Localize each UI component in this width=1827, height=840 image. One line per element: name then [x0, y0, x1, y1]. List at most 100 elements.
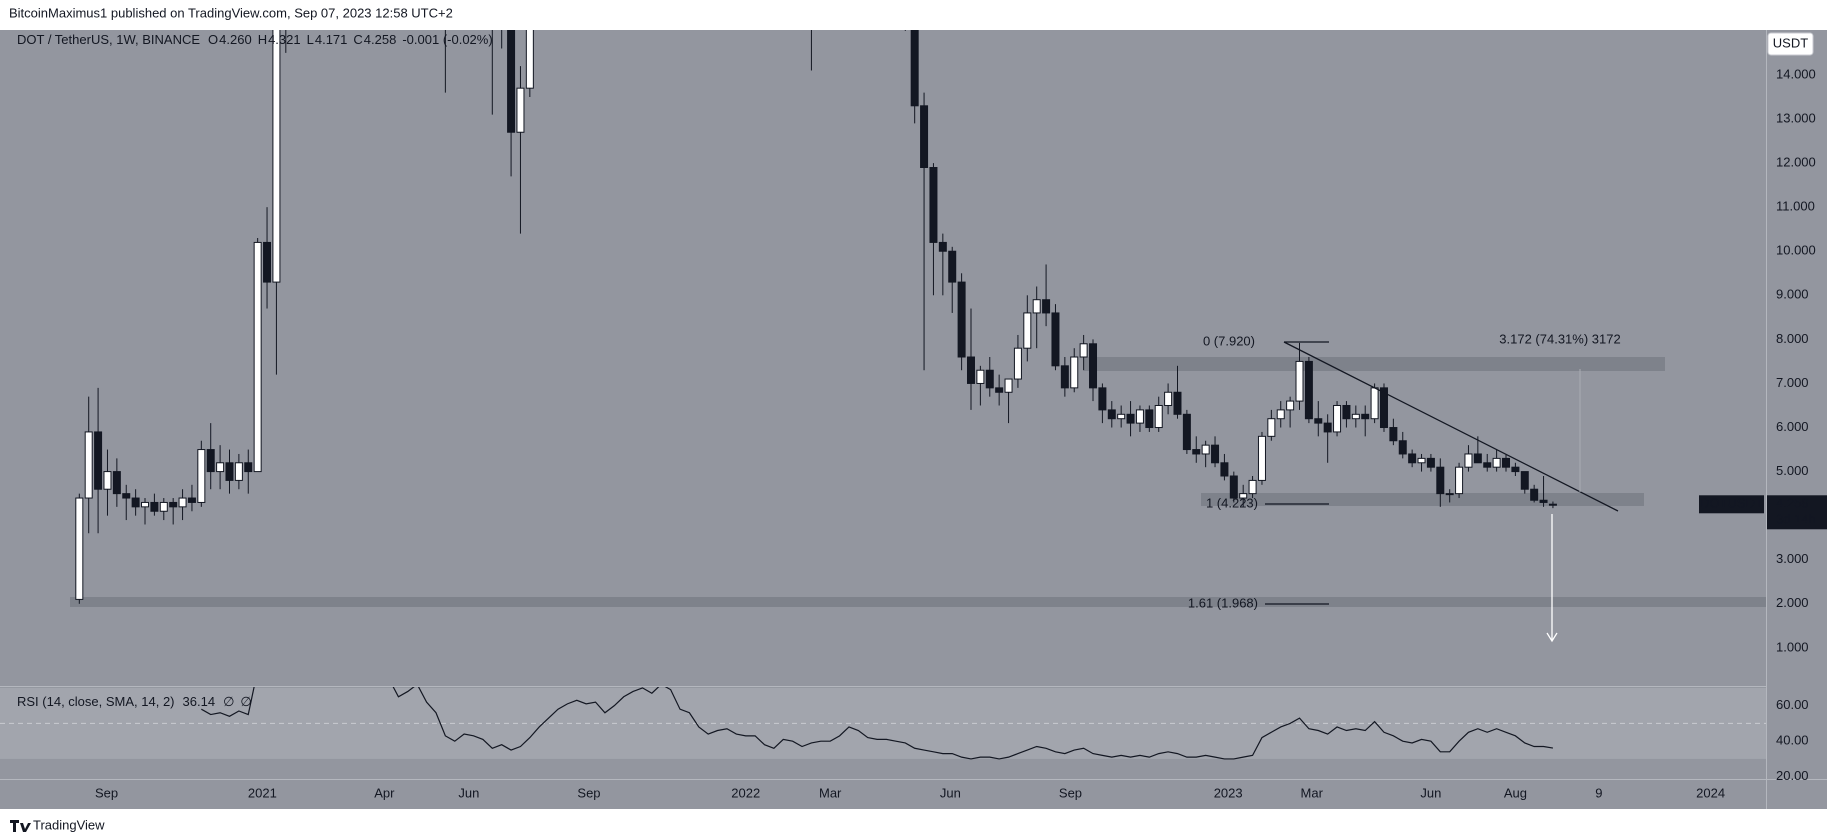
candle-body — [1164, 391, 1173, 406]
y-tick-label: 10.000 — [1776, 243, 1816, 258]
candle-body — [159, 501, 168, 512]
candle-body — [525, 30, 534, 89]
x-tick-label: Jun — [940, 785, 961, 800]
y-tick-label: 5.000 — [1776, 463, 1809, 478]
candle-body — [1436, 466, 1445, 495]
x-tick-label: 2022 — [731, 785, 760, 800]
candle-body — [1370, 387, 1379, 420]
candle-body — [1211, 444, 1220, 464]
candle-body — [1079, 343, 1088, 358]
candle-body — [966, 356, 975, 384]
candle-body — [985, 369, 994, 389]
footer-logo — [10, 820, 31, 832]
currency-button[interactable] — [1767, 32, 1814, 56]
candle-body — [929, 167, 938, 243]
y-tick-label: 2.000 — [1776, 595, 1809, 610]
y-tick-label: 12.000 — [1776, 155, 1816, 170]
measure-label: 3.172 (74.31%) 3172 — [1499, 331, 1620, 346]
header: BitcoinMaximus1 published on TradingView… — [9, 5, 453, 20]
last-price-label: 4.258 — [1776, 496, 1809, 511]
candle-body — [1445, 493, 1454, 496]
x-tick-label: Jun — [1420, 785, 1441, 800]
candle-body — [1426, 457, 1435, 468]
candle-body — [1323, 422, 1332, 433]
y-tick-label: 7.000 — [1776, 375, 1809, 390]
y-tick-label: 6.000 — [1776, 419, 1809, 434]
candle-body — [507, 30, 516, 133]
x-tick-label: 9 — [1595, 785, 1602, 800]
candle-body — [1192, 449, 1201, 455]
legend-change: -0.001 (-0.02%) — [402, 32, 492, 47]
candle-body — [234, 462, 243, 481]
candle-body — [1361, 413, 1370, 420]
candle-body — [1004, 378, 1013, 393]
rsi-value: 36.14 — [183, 694, 216, 709]
candle-body — [263, 241, 272, 283]
fib-label: 0 (7.920) — [1203, 333, 1255, 348]
annotations: 0 (7.920) 1 (4.223) 1.61 (1.968) 3.172 (… — [1188, 331, 1621, 643]
candle-body — [1089, 343, 1098, 389]
y-tick-label: 8.000 — [1776, 331, 1809, 346]
target-arrow-head — [1546, 632, 1558, 643]
candle-body — [1548, 503, 1557, 506]
target-zone — [70, 597, 1766, 607]
candle-body — [1126, 413, 1135, 424]
currency-label[interactable]: USDT — [1773, 35, 1808, 50]
candle-body — [910, 30, 919, 107]
candle-body — [1511, 466, 1520, 473]
x-tick-label: Sep — [577, 785, 600, 800]
x-tick-label: Aug — [1504, 785, 1527, 800]
legend-high-label: H — [258, 32, 267, 47]
candle-body — [1492, 457, 1501, 468]
candle-body — [938, 241, 947, 252]
candle-body — [131, 497, 140, 508]
candle-body — [150, 501, 159, 512]
chart-background — [0, 30, 1827, 779]
candle-body — [516, 87, 525, 133]
last-price-symbol-box — [1699, 495, 1764, 514]
candle-body — [1464, 453, 1473, 468]
candle-body — [920, 105, 929, 169]
rsi-title: RSI (14, close, SMA, 14, 2) — [17, 694, 175, 709]
candle-body — [84, 431, 93, 499]
trendline — [1283, 341, 1619, 512]
rsi-extra: ∅ — [240, 694, 251, 709]
candle-body — [1295, 360, 1304, 402]
legend-open: 4.260 — [219, 32, 252, 47]
candle-body — [1051, 312, 1060, 367]
candle-body — [1333, 404, 1342, 433]
legend-open-label: O — [208, 32, 218, 47]
legend-close: 4.258 — [364, 32, 397, 47]
candle-body — [1013, 347, 1022, 380]
candle-body — [1539, 499, 1548, 503]
candle-body — [1267, 418, 1276, 437]
candle-body — [1342, 404, 1351, 420]
candle-body — [1107, 409, 1116, 420]
legend-high: 4.321 — [268, 32, 301, 47]
rsi-extra: ∅ — [223, 694, 234, 709]
candle-body — [948, 250, 957, 283]
candle-body — [94, 431, 103, 490]
axes: 1.0002.0003.0004.0005.0006.0007.0008.000… — [95, 66, 1827, 800]
candle-body — [272, 30, 281, 283]
x-tick-label: Jun — [458, 785, 479, 800]
candle-body — [1276, 409, 1285, 420]
legend: DOT / TetherUS, 1W, BINANCE O4.260 H4.321 L… — [17, 32, 493, 47]
candle-body — [1042, 299, 1051, 314]
candle-body — [103, 471, 112, 490]
candle-body — [1032, 299, 1041, 314]
candle-body — [141, 501, 150, 508]
candle-body — [169, 501, 178, 508]
rsi-band-group — [0, 687, 1766, 759]
candle-body — [122, 493, 131, 499]
candle-body — [1145, 409, 1154, 429]
candle-body — [1502, 457, 1511, 468]
candle-body — [1417, 457, 1426, 464]
y-tick-label: 11.000 — [1776, 199, 1815, 214]
countdown-label: 3d 14h — [1776, 512, 1816, 527]
x-tick-label: Sep — [95, 785, 118, 800]
candle-body — [1314, 418, 1323, 424]
candle-body — [1257, 435, 1266, 481]
candle-body — [206, 449, 215, 473]
candle-body — [253, 241, 262, 473]
